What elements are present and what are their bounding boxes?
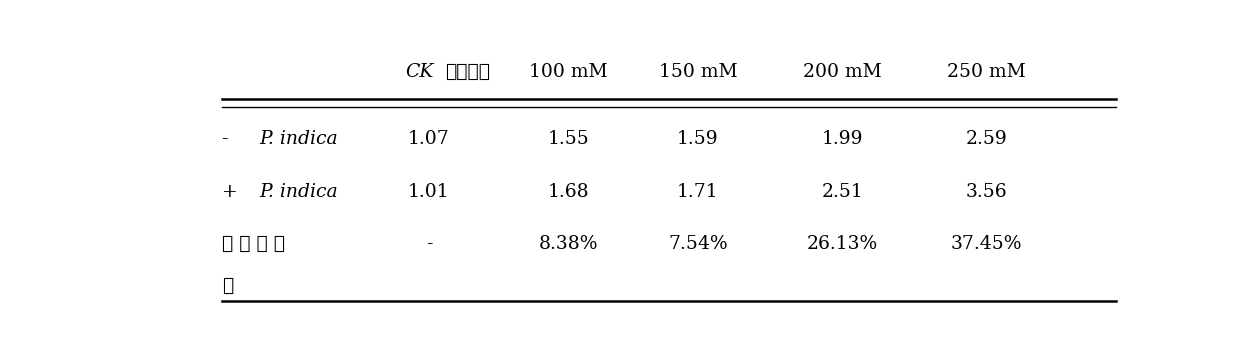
Text: 1.68: 1.68 [547, 183, 589, 200]
Text: CK: CK [405, 63, 434, 81]
Text: -: - [425, 235, 432, 252]
Text: -: - [222, 130, 234, 148]
Text: 1.99: 1.99 [821, 130, 863, 148]
Text: +: + [222, 183, 244, 200]
Text: 150 mM: 150 mM [658, 63, 738, 81]
Text: 7.54%: 7.54% [668, 235, 728, 252]
Text: 1.55: 1.55 [547, 130, 589, 148]
Text: 200 mM: 200 mM [802, 63, 882, 81]
Text: 1.59: 1.59 [677, 130, 719, 148]
Text: 1.71: 1.71 [677, 183, 719, 200]
Text: P. indica: P. indica [259, 130, 337, 148]
Text: 37.45%: 37.45% [951, 235, 1022, 252]
Text: 比 对 照 提: 比 对 照 提 [222, 234, 285, 253]
Text: 2.59: 2.59 [966, 130, 1007, 148]
Text: 2.51: 2.51 [821, 183, 863, 200]
Text: 1.07: 1.07 [408, 130, 450, 148]
Text: 3.56: 3.56 [966, 183, 1007, 200]
Text: 高: 高 [222, 276, 233, 295]
Text: 250 mM: 250 mM [947, 63, 1025, 81]
Text: 8.38%: 8.38% [538, 235, 598, 252]
Text: 100 mM: 100 mM [529, 63, 608, 81]
Text: 26.13%: 26.13% [806, 235, 878, 252]
Text: （对照）: （对照） [445, 63, 490, 81]
Text: 1.01: 1.01 [408, 183, 450, 200]
Text: P. indica: P. indica [259, 183, 337, 200]
